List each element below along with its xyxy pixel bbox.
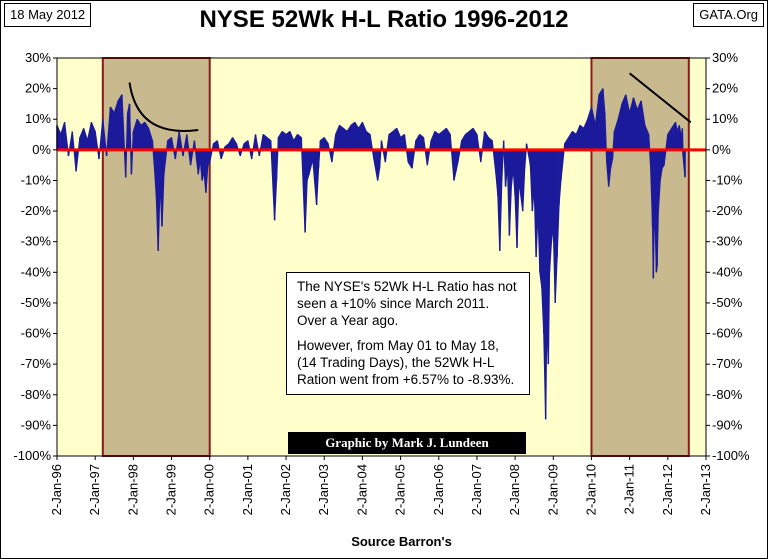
y-tick-label-left: -100% (13, 448, 51, 463)
x-tick-label: 2-Jan-04 (354, 464, 369, 515)
y-tick-label-left: -90% (21, 417, 52, 432)
x-tick-label: 2-Jan-02 (278, 464, 293, 515)
y-tick-label-right: 10% (712, 111, 738, 126)
x-tick-label: 2-Jan-10 (583, 464, 598, 515)
x-tick-label: 2-Jan-99 (164, 464, 179, 515)
y-tick-label-right: -80% (712, 387, 743, 402)
x-tick-label: 2-Jan-09 (545, 464, 560, 515)
y-tick-label-right: -50% (712, 295, 743, 310)
data-points-1 (56, 88, 686, 420)
credit-label: Graphic by Mark J. Lundeen (288, 432, 526, 454)
x-tick-label: 2-Jan-05 (393, 464, 408, 515)
y-tick-label-right: -100% (712, 448, 750, 463)
x-tick-label: 2-Jan-12 (660, 464, 675, 515)
y-tick-label-right: 30% (712, 50, 738, 65)
chart-title: NYSE 52Wk H-L Ratio 1996-2012 (199, 6, 569, 33)
y-tick-label-left: -60% (21, 326, 52, 341)
y-tick-label-left: -40% (21, 264, 52, 279)
y-tick-label-left: 20% (25, 81, 51, 96)
x-tick-label: 2-Jan-98 (125, 464, 140, 515)
y-tick-label-right: -60% (712, 326, 743, 341)
y-tick-label-right: -20% (712, 203, 743, 218)
y-tick-label-left: -20% (21, 203, 52, 218)
y-tick-label-left: -30% (21, 234, 52, 249)
y-tick-label-right: -90% (712, 417, 743, 432)
y-tick-label-left: -70% (21, 356, 52, 371)
y-tick-label-right: -70% (712, 356, 743, 371)
x-tick-label: 2-Jan-06 (431, 464, 446, 515)
x-tick-label: 2-Jan-08 (507, 464, 522, 515)
y-tick-label-left: -80% (21, 387, 52, 402)
y-tick-label-right: 0% (712, 142, 731, 157)
y-tick-label-left: 0% (32, 142, 51, 157)
x-tick-label: 2-Jan-03 (316, 464, 331, 515)
trend-line-1 (629, 72, 692, 124)
x-tick-label: 2-Jan-97 (87, 464, 102, 515)
x-tick-label: 2-Jan-07 (469, 464, 484, 515)
x-tick-label: 2-Jan-11 (622, 464, 637, 514)
date-label: 18 May 2012 (4, 3, 92, 27)
x-tick-label: 2-Jan-96 (49, 464, 64, 515)
annotation-paragraph-1: The NYSE's 52Wk H-L Ratio has not seen a… (297, 279, 517, 328)
annotation-box: The NYSE's 52Wk H-L Ratio has not seen a… (286, 272, 530, 395)
x-tick-label: 2-Jan-01 (240, 464, 255, 515)
arc-annotation (128, 82, 199, 132)
y-tick-label-right: -40% (712, 264, 743, 279)
x-tick-label: 2-Jan-00 (202, 464, 217, 515)
y-tick-label-left: 30% (25, 50, 51, 65)
annotation-paragraph-2: However, from May 01 to May 18, (14 Trad… (297, 338, 515, 387)
y-tick-label-right: -30% (712, 234, 743, 249)
site-label: GATA.Org (693, 3, 764, 27)
y-tick-label-right: -10% (712, 172, 743, 187)
y-tick-label-left: -50% (21, 295, 52, 310)
plot-border (56, 57, 707, 457)
x-tick-label: 2-Jan-13 (698, 464, 713, 515)
y-tick-label-right: 20% (712, 81, 738, 96)
y-tick-label-left: -10% (21, 172, 52, 187)
x-axis-label: Source Barron's (351, 534, 452, 549)
y-tick-label-left: 10% (25, 111, 51, 126)
